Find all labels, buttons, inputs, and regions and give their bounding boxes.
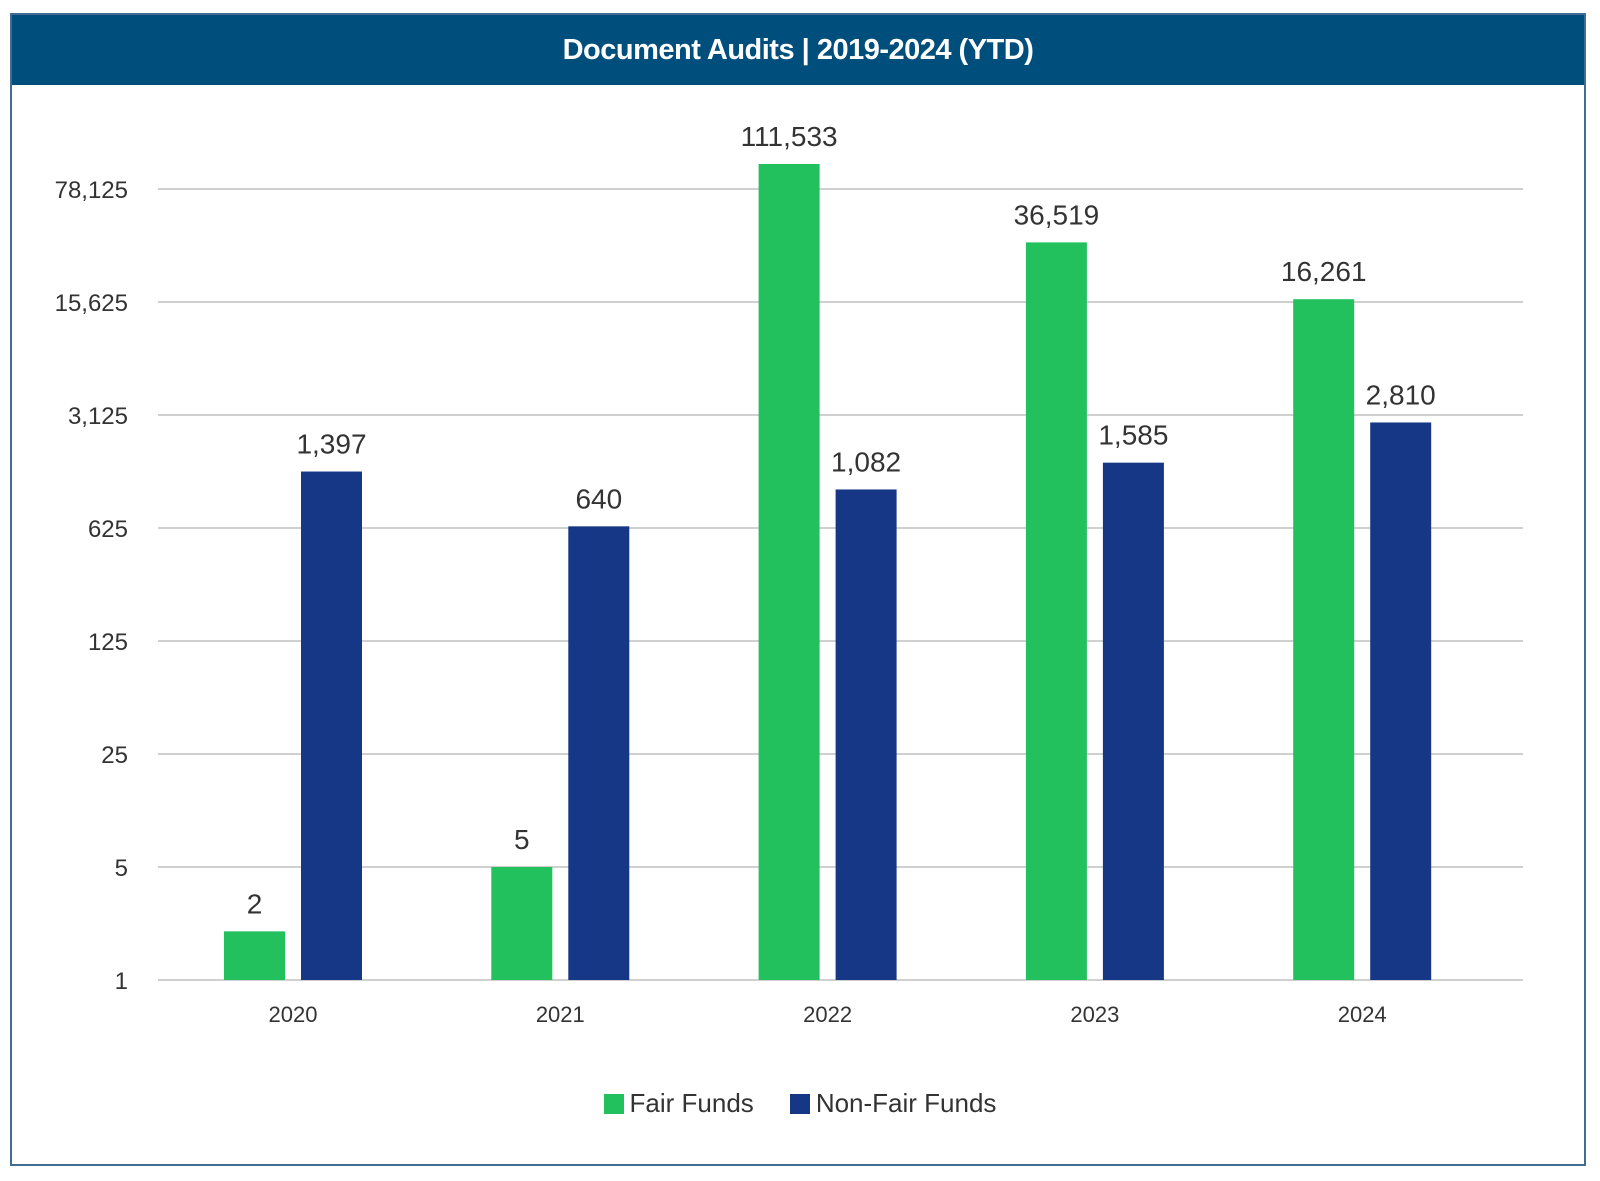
y-tick-label: 625: [88, 516, 128, 543]
data-label: 5: [514, 824, 530, 855]
bar-non-fair-funds-2021[interactable]: [568, 526, 630, 980]
x-tick-label: 2023: [1070, 1002, 1119, 1027]
x-tick-label: 2021: [536, 1002, 585, 1027]
data-label: 1,082: [831, 446, 901, 477]
chart-header: Document Audits | 2019-2024 (YTD): [12, 15, 1584, 85]
data-label: 1,585: [1098, 420, 1168, 451]
y-tick-label: 1: [115, 968, 128, 995]
bar-fair-funds-2021[interactable]: [491, 867, 553, 980]
y-tick-label: 15,625: [55, 290, 128, 317]
data-label: 2: [247, 888, 263, 919]
legend-item-non-fair-funds[interactable]: Non-Fair Funds: [789, 1088, 997, 1119]
bar-non-fair-funds-2023[interactable]: [1102, 462, 1164, 981]
bar-fair-funds-2023[interactable]: [1025, 242, 1087, 980]
x-axis-tick-labels: 2020 2021 2022 2023 2024: [269, 1002, 1387, 1027]
y-tick-label: 125: [88, 629, 128, 656]
bar-fair-funds-2024[interactable]: [1293, 299, 1355, 981]
x-tick-label: 2020: [269, 1002, 318, 1027]
x-tick-label: 2024: [1338, 1002, 1387, 1027]
y-tick-label: 78,125: [55, 177, 128, 204]
data-label: 2,810: [1366, 379, 1436, 410]
legend-item-fair-funds[interactable]: Fair Funds: [603, 1088, 754, 1119]
y-tick-label: 25: [101, 742, 128, 769]
bar-non-fair-funds-2022[interactable]: [835, 489, 897, 980]
bar-fair-funds-2022[interactable]: [758, 164, 820, 980]
bar-fair-funds-2020[interactable]: [224, 931, 285, 980]
data-label: 36,519: [1014, 199, 1100, 230]
legend-swatch-non-fair-funds: [789, 1093, 810, 1114]
legend: Fair Funds Non-Fair Funds: [0, 1088, 1600, 1119]
y-tick-label: 3,125: [68, 403, 128, 430]
bar-non-fair-funds-2020[interactable]: [301, 471, 362, 980]
data-label: 640: [575, 483, 622, 514]
x-tick-label: 2022: [803, 1002, 852, 1027]
legend-label-fair-funds: Fair Funds: [629, 1088, 754, 1118]
legend-swatch-fair-funds: [603, 1093, 624, 1114]
data-label: 111,533: [741, 121, 838, 152]
legend-label-non-fair-funds: Non-Fair Funds: [815, 1088, 997, 1118]
bars: [224, 164, 1432, 981]
y-axis-tick-labels: 1 5 25 125 625 3,125 15,625 78,125: [55, 177, 128, 995]
chart-title: Document Audits | 2019-2024 (YTD): [562, 33, 1034, 66]
data-label: 16,261: [1281, 256, 1367, 287]
data-labels: 2 1,397 5 640 111,533 1,082 36,519 1,585 16,261 2…: [247, 121, 1436, 919]
y-tick-label: 5: [115, 855, 128, 882]
bar-non-fair-funds-2024[interactable]: [1370, 422, 1432, 980]
data-label: 1,397: [296, 429, 366, 460]
